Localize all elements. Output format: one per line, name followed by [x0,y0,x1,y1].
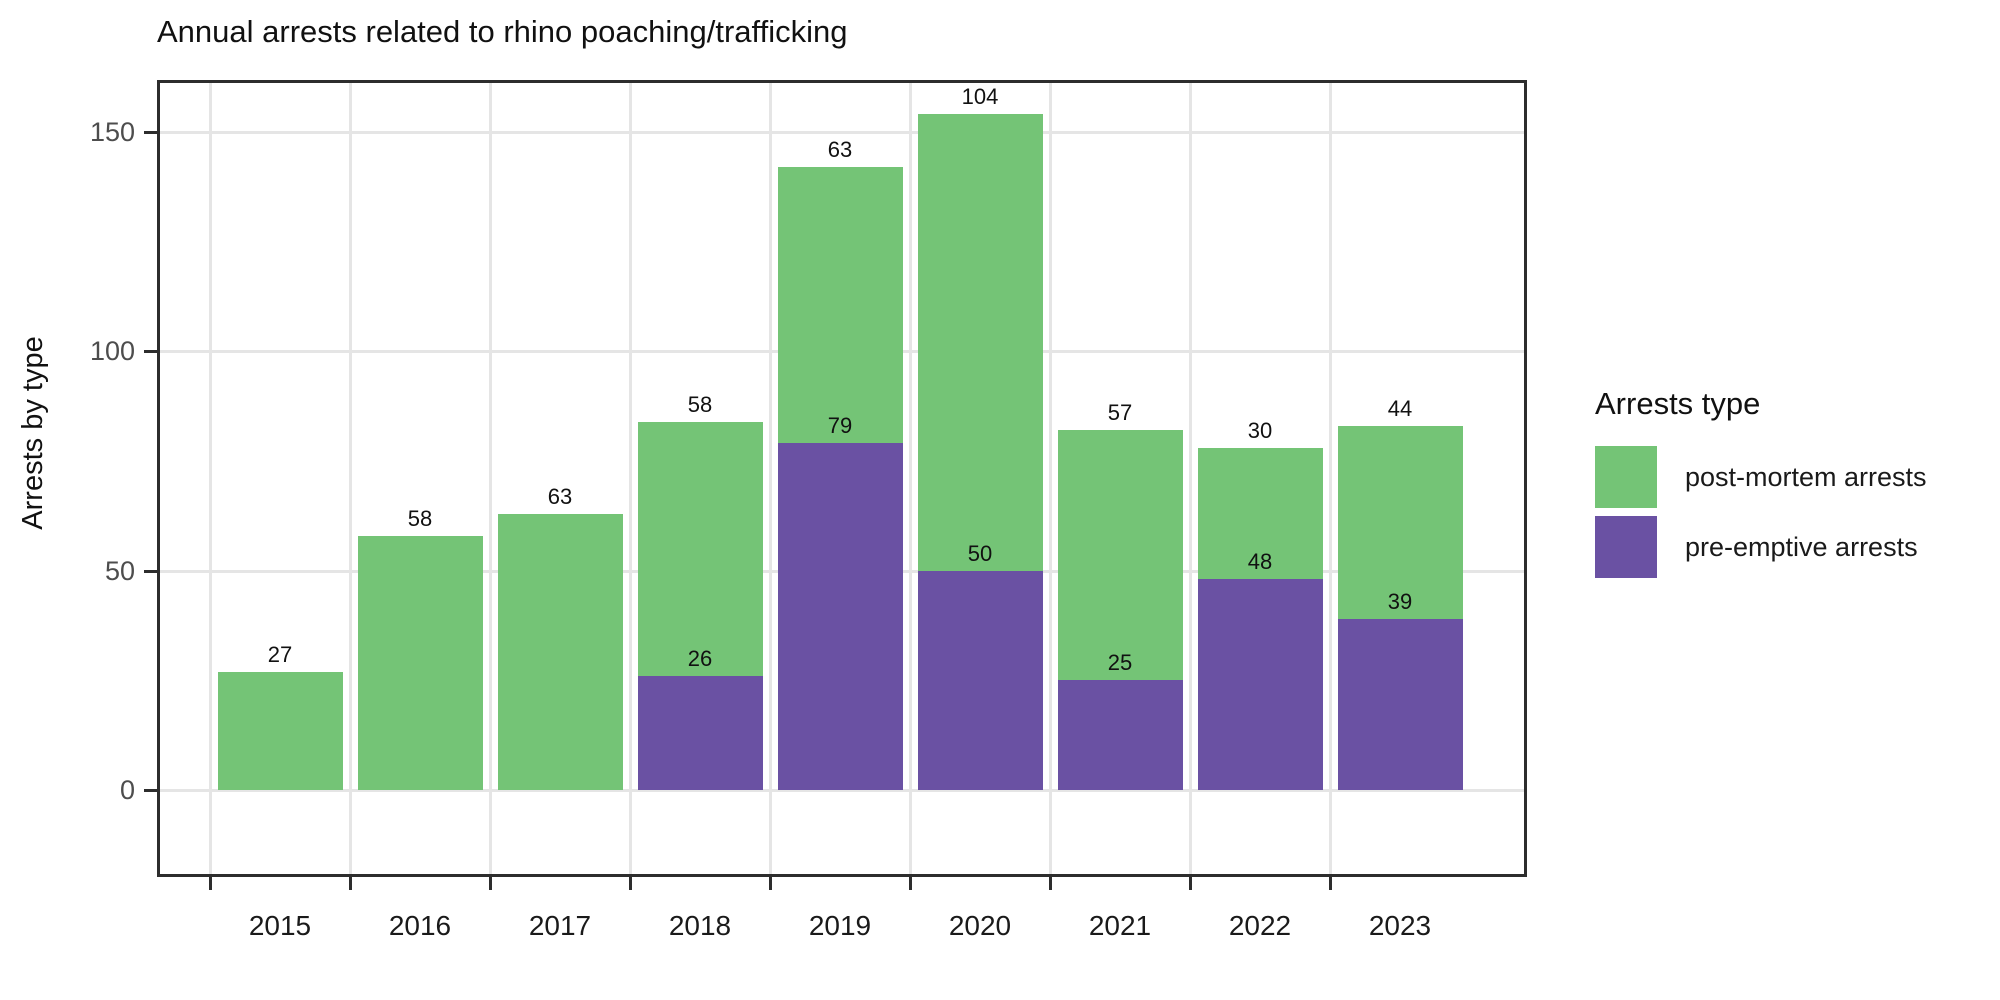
v-gridline [1189,80,1192,877]
x-year-label: 2018 [668,910,732,941]
v-gridline [769,80,772,877]
x-axis-tick [489,877,492,890]
legend-title: Arrests type [1595,386,1761,421]
legend-item: post-mortem arrests [1595,446,1927,508]
bar-segment-post-mortem [217,671,343,790]
y-axis-tick [144,131,157,134]
bar-segment-pre-emptive [1197,579,1323,790]
bar-value-label: 39 [1387,588,1413,614]
y-tick-label: 50 [104,555,135,586]
x-axis-tick [209,877,212,890]
legend-swatch [1595,446,1657,508]
plot-panel: 27 2015 58 2016 63 2017 58 26 2018 63 79 2019 104 50 2… [157,80,1527,941]
bar-value-label: 30 [1247,417,1273,443]
x-year-label: 2017 [528,910,592,941]
legend: Arrests type post-mortem arrests pre-empt… [1595,386,1927,586]
x-year-label: 2019 [808,910,872,941]
legend-item-label: post-mortem arrests [1685,461,1927,492]
bar-value-label: 50 [967,540,993,566]
y-axis-tick [144,789,157,792]
bar-segment-post-mortem [637,421,763,676]
bar-segment-pre-emptive [777,443,903,790]
bar-value-label: 58 [687,391,713,417]
v-gridline [909,80,912,877]
x-axis-tick [1189,877,1192,890]
bar-value-label: 104 [961,84,999,110]
bar-value-label: 63 [547,483,573,509]
bar-segment-post-mortem [1057,430,1183,681]
x-axis-tick [349,877,352,890]
chart-title: Annual arrests related to rhino poaching… [157,14,848,49]
y-axis-tick [144,350,157,354]
v-gridline [1329,80,1332,877]
x-year-label: 2022 [1228,910,1292,941]
bar-segment-post-mortem [357,535,483,790]
v-gridline [349,80,352,877]
bar-segment-pre-emptive [637,675,763,790]
legend-item: pre-emptive arrests [1595,516,1927,578]
x-year-label: 2016 [388,910,452,941]
legend-swatch [1595,516,1657,578]
legend-items: post-mortem arrests pre-emptive arrests [1595,446,1927,578]
bar-segment-post-mortem [1197,447,1323,580]
x-axis-tick [1329,877,1332,890]
bar-value-label: 25 [1107,650,1133,676]
bar-value-label: 27 [267,641,293,667]
h-gridline [157,131,1527,134]
legend-item-label: pre-emptive arrests [1685,531,1918,562]
x-axis-tick [909,877,912,890]
x-axis-tick [629,877,632,890]
h-gridline [157,789,1527,792]
bar-segment-pre-emptive [1337,618,1463,790]
bar-segment-post-mortem [917,114,1043,571]
y-axis-tick [144,569,157,573]
v-gridline [209,80,212,877]
x-year-label: 2021 [1088,910,1152,941]
bar-segment-post-mortem [1337,425,1463,619]
bar-segment-pre-emptive [917,570,1043,790]
x-year-label: 2020 [948,910,1012,941]
v-gridline [629,80,632,877]
bar-value-label: 48 [1247,549,1273,575]
bar-segment-post-mortem [777,167,903,444]
x-axis-tick [1049,877,1052,890]
x-year-label: 2023 [1368,910,1432,941]
v-gridline [489,80,492,877]
y-tick-label: 100 [89,336,135,367]
bar-value-label: 57 [1107,400,1133,426]
bar-value-label: 79 [827,413,853,439]
x-year-label: 2015 [248,910,312,941]
bar-segment-post-mortem [497,513,623,790]
y-tick-label: 0 [119,775,135,805]
v-gridline [1049,80,1052,877]
bar-value-label: 58 [407,505,433,531]
bar-value-label: 44 [1387,395,1413,421]
bar-value-label: 63 [827,137,853,163]
x-axis-tick [769,877,772,890]
y-tick-label: 150 [89,117,135,147]
bar-value-label: 26 [687,645,713,671]
bar-segment-pre-emptive [1057,680,1183,790]
